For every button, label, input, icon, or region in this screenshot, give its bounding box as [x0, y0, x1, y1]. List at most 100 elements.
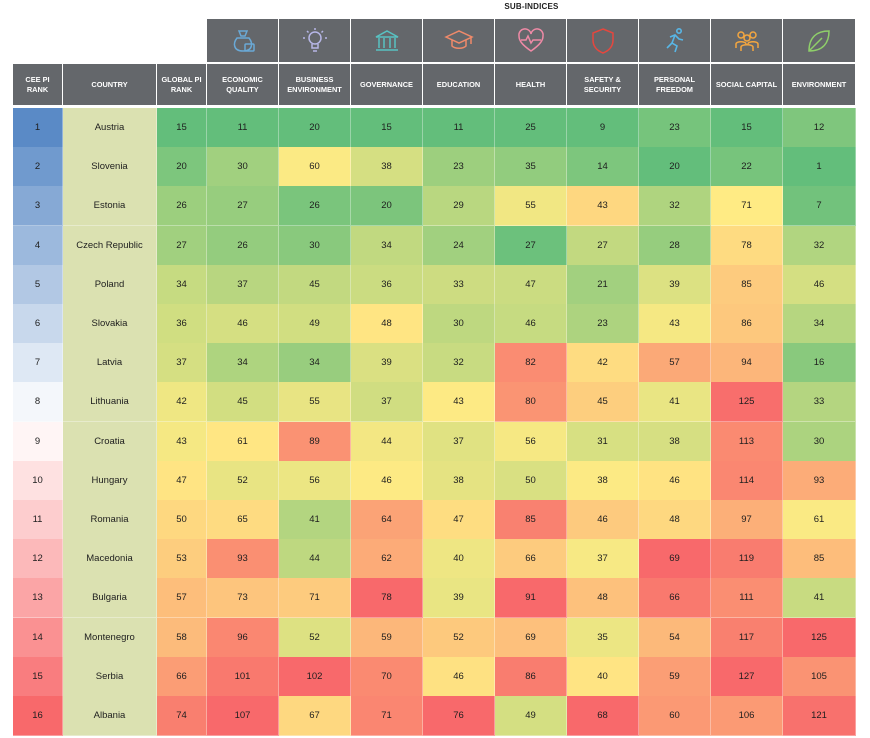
cee-rank-cell: 3 [13, 186, 63, 227]
sub-index-cell: 76 [423, 696, 495, 736]
sub-index-cell: 107 [207, 696, 279, 736]
sub-index-cell: 20 [279, 108, 351, 148]
sub-index-cell: 46 [351, 460, 423, 501]
cee-rank-cell: 14 [13, 617, 63, 658]
country-cell: Macedonia [63, 539, 157, 580]
sub-index-cell: 55 [279, 382, 351, 423]
sub-index-cell: 30 [279, 225, 351, 266]
sub-index-cell: 93 [207, 539, 279, 580]
sub-index-cell: 23 [639, 108, 711, 148]
sub-index-cell: 60 [279, 147, 351, 188]
sub-index-cell: 45 [207, 382, 279, 423]
sub-index-cell: 7 [783, 186, 856, 227]
cee-rank-cell: 8 [13, 382, 63, 423]
sub-index-cell: 21 [567, 264, 639, 305]
sub-index-cell: 41 [783, 578, 856, 619]
cee-rank-cell: 6 [13, 304, 63, 344]
column-header: SOCIAL CAPITAL [711, 64, 782, 105]
sub-index-cell: 27 [567, 225, 639, 266]
sub-index-cell: 27 [207, 186, 279, 227]
sub-index-cell: 11 [423, 108, 495, 148]
sub-index-cell: 57 [639, 343, 711, 384]
sub-index-cell: 47 [423, 500, 495, 540]
sub-index-cell: 105 [783, 656, 856, 697]
sub-index-cell: 38 [639, 421, 711, 462]
sub-index-cell: 34 [279, 343, 351, 384]
country-cell: Lithuania [63, 382, 157, 423]
sub-index-cell: 85 [783, 539, 856, 580]
sub-index-cell: 114 [711, 460, 783, 501]
global-rank-cell: 20 [157, 147, 207, 188]
sub-index-cell: 85 [711, 264, 783, 305]
sub-index-cell: 55 [495, 186, 567, 227]
cee-rank-cell: 1 [13, 108, 63, 148]
sub-index-cell: 38 [351, 147, 423, 188]
sub-index-cell: 89 [279, 421, 351, 462]
sub-index-cell: 86 [711, 304, 783, 344]
sub-index-cell: 106 [711, 696, 783, 736]
sub-index-cell: 102 [279, 656, 351, 697]
global-rank-cell: 36 [157, 304, 207, 344]
sub-index-cell: 38 [423, 460, 495, 501]
sub-indices-title: SUB-INDICES [504, 2, 559, 11]
cee-rank-cell: 10 [13, 460, 63, 501]
country-cell: Czech Republic [63, 225, 157, 266]
column-header: GLOBAL PI RANK [157, 64, 206, 105]
sub-index-cell: 61 [783, 500, 856, 540]
sub-index-cell: 41 [639, 382, 711, 423]
sub-index-cell: 38 [567, 460, 639, 501]
sub-index-cell: 67 [279, 696, 351, 736]
country-cell: Poland [63, 264, 157, 305]
sub-index-cell: 16 [783, 343, 856, 384]
sub-index-cell: 71 [351, 696, 423, 736]
sub-index-cell: 46 [207, 304, 279, 344]
sub-index-cell: 24 [423, 225, 495, 266]
country-cell: Hungary [63, 460, 157, 501]
sub-index-cell: 69 [495, 617, 567, 658]
cee-rank-cell: 5 [13, 264, 63, 305]
sub-index-cell: 64 [351, 500, 423, 540]
country-cell: Estonia [63, 186, 157, 227]
sub-index-cell: 22 [711, 147, 783, 188]
country-cell: Slovenia [63, 147, 157, 188]
sub-index-cell: 26 [207, 225, 279, 266]
sub-index-cell: 42 [567, 343, 639, 384]
sub-index-cell: 97 [711, 500, 783, 540]
global-rank-cell: 57 [157, 578, 207, 619]
sub-index-cell: 46 [783, 264, 856, 305]
sub-index-cell: 119 [711, 539, 783, 580]
sub-index-cell: 56 [279, 460, 351, 501]
sub-index-cell: 52 [207, 460, 279, 501]
cee-rank-cell: 9 [13, 421, 63, 462]
sub-index-cell: 20 [351, 186, 423, 227]
sub-index-cell: 39 [639, 264, 711, 305]
sub-index-cell: 93 [783, 460, 856, 501]
column-header: COUNTRY [63, 64, 156, 105]
sub-index-cell: 37 [423, 421, 495, 462]
sub-index-cell: 34 [207, 343, 279, 384]
sub-index-cell: 43 [639, 304, 711, 344]
cee-rank-cell: 4 [13, 225, 63, 266]
global-rank-cell: 74 [157, 696, 207, 736]
sub-index-cell: 50 [495, 460, 567, 501]
sub-index-cell: 28 [639, 225, 711, 266]
cee-rank-cell: 12 [13, 539, 63, 580]
cee-rank-cell: 2 [13, 147, 63, 188]
sub-index-cell: 85 [495, 500, 567, 540]
sub-index-cell: 48 [567, 578, 639, 619]
sub-index-cell: 96 [207, 617, 279, 658]
sub-index-cell: 94 [711, 343, 783, 384]
global-rank-cell: 26 [157, 186, 207, 227]
sub-index-cell: 1 [783, 147, 856, 188]
global-rank-cell: 66 [157, 656, 207, 697]
money-bag-icon [207, 19, 278, 62]
sub-index-cell: 34 [351, 225, 423, 266]
sub-index-cell: 45 [279, 264, 351, 305]
sub-index-cell: 56 [495, 421, 567, 462]
global-rank-cell: 34 [157, 264, 207, 305]
sub-index-cell: 29 [423, 186, 495, 227]
heart-pulse-icon [495, 19, 566, 62]
sub-index-cell: 20 [639, 147, 711, 188]
sub-index-cell: 117 [711, 617, 783, 658]
sub-index-cell: 25 [495, 108, 567, 148]
